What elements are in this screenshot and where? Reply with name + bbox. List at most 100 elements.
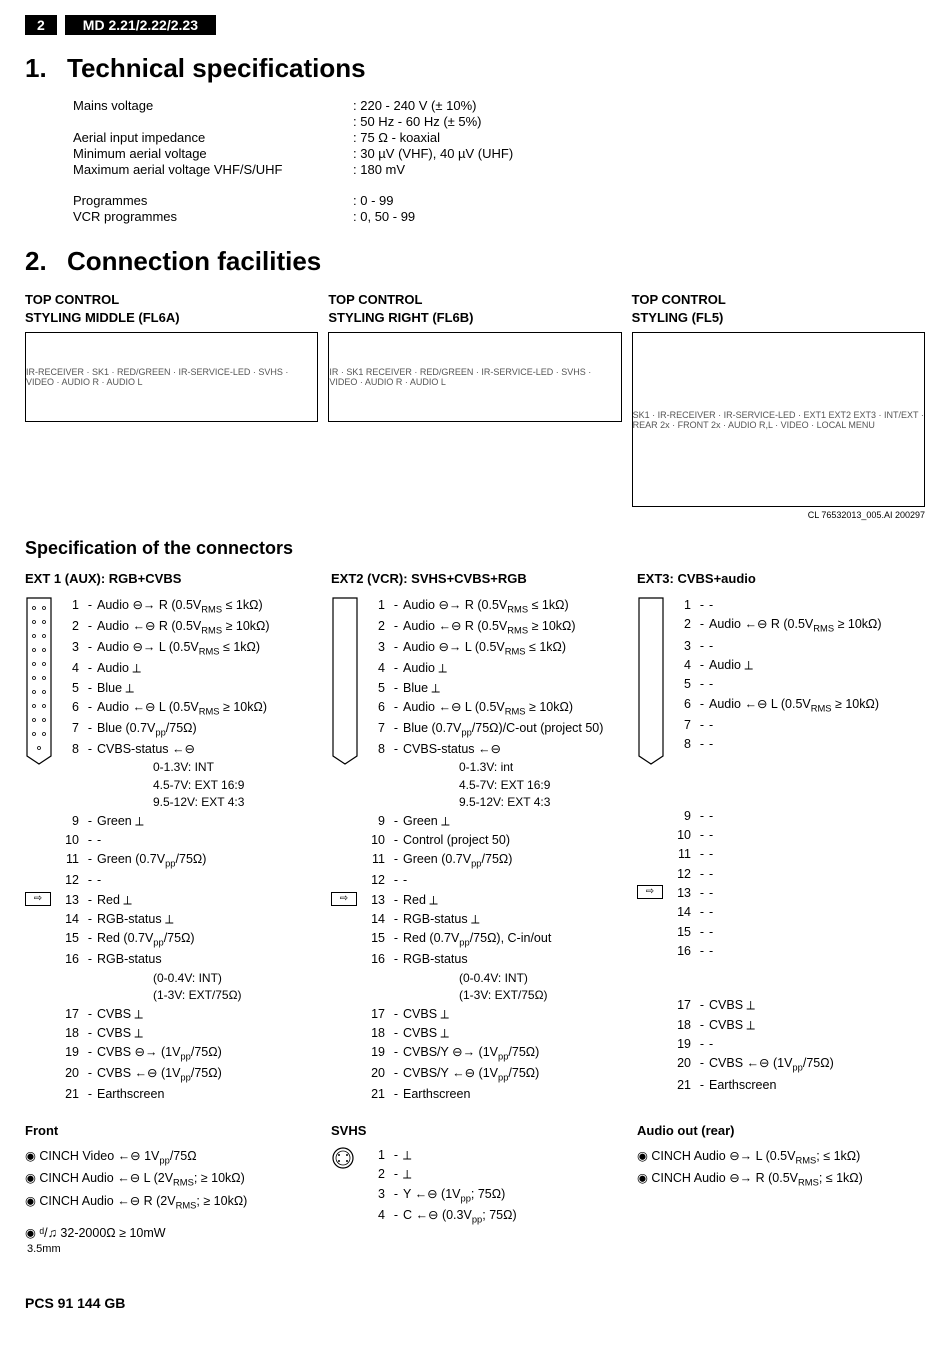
cinch-line: ◉ CINCH Audio ⊖→ R (0.5VRMS; ≤ 1kΩ) bbox=[637, 1168, 925, 1191]
pin-row: 9-- bbox=[671, 807, 882, 826]
pin-row: 3-Audio ⊖→ L (0.5VRMS ≤ 1kΩ) bbox=[365, 638, 603, 659]
pin-row: 7-Blue (0.7Vpp/75Ω) bbox=[59, 719, 270, 740]
pin-row: 18-CVBS ⟂ bbox=[365, 1024, 603, 1043]
pin-row: 11-Green (0.7Vpp/75Ω) bbox=[365, 850, 603, 871]
svhs-column: SVHS 1-⟂2-⟂3-Y ←⊖ (1Vpp; 75Ω)4-C ←⊖ (0.3… bbox=[331, 1123, 619, 1256]
pin-row: 19-- bbox=[671, 1035, 882, 1054]
pin-row: 17-CVBS ⟂ bbox=[365, 1005, 603, 1024]
pin-row: 21-Earthscreen bbox=[59, 1085, 270, 1104]
pin-row: 20-CVBS ←⊖ (1Vpp/75Ω) bbox=[671, 1054, 882, 1075]
pin-row: 8-CVBS-status ←⊖ bbox=[59, 740, 270, 759]
pin-row: 20-CVBS/Y ←⊖ (1Vpp/75Ω) bbox=[365, 1064, 603, 1085]
pin-row: 4-Audio ⟂ bbox=[365, 659, 603, 678]
ext3-head: EXT3: CVBS+audio bbox=[637, 571, 925, 586]
arrow-icon: ⇨ bbox=[331, 892, 357, 906]
spec-row: Mains voltage220 - 240 V (± 10%) bbox=[73, 98, 925, 113]
pin-row: 3-- bbox=[671, 637, 882, 656]
arrow-icon: ⇨ bbox=[637, 885, 663, 899]
pin-row: 18-CVBS ⟂ bbox=[59, 1024, 270, 1043]
pin-row: 2-⟂ bbox=[365, 1165, 517, 1184]
pin-row: 2-Audio ←⊖ R (0.5VRMS ≥ 10kΩ) bbox=[671, 615, 882, 636]
pin-row: 4-Audio ⟂ bbox=[671, 656, 882, 675]
cinch-line: ◉ CINCH Audio ⊖→ L (0.5VRMS; ≤ 1kΩ) bbox=[637, 1146, 925, 1169]
spec-row: Programmes0 - 99 bbox=[73, 193, 925, 208]
pin-row: 19-CVBS/Y ⊖→ (1Vpp/75Ω) bbox=[365, 1043, 603, 1064]
audio-out-column: Audio out (rear) ◉ CINCH Audio ⊖→ L (0.5… bbox=[637, 1123, 925, 1256]
ext3-pin-list: 1--2-Audio ←⊖ R (0.5VRMS ≥ 10kΩ)3--4-Aud… bbox=[671, 596, 882, 1095]
pin-row: 14-RGB-status ⟂ bbox=[365, 910, 603, 929]
pin-row: 17-CVBS ⟂ bbox=[671, 996, 882, 1015]
ext3-column: EXT3: CVBS+audio 1--2-Audio ←⊖ R (0.5VRM… bbox=[637, 571, 925, 1105]
spec-row: 50 Hz - 60 Hz (± 5%) bbox=[73, 114, 925, 129]
pin-row: 6-Audio ←⊖ L (0.5VRMS ≥ 10kΩ) bbox=[365, 698, 603, 719]
lower-connectors: Front ◉ CINCH Video ←⊖ 1Vpp/75Ω ◉ CINCH A… bbox=[25, 1123, 925, 1256]
cinch-line: ◉ CINCH Audio ←⊖ R (2VRMS; ≥ 10kΩ) bbox=[25, 1191, 313, 1214]
connection-diagrams: TOP CONTROLSTYLING MIDDLE (FL6A)IR-RECEI… bbox=[25, 291, 925, 520]
pin-row: 12-- bbox=[671, 865, 882, 884]
pin-row: 5-- bbox=[671, 675, 882, 694]
page-number-badge: 2 bbox=[25, 15, 57, 35]
pin-row: 4-C ←⊖ (0.3Vpp; 75Ω) bbox=[365, 1206, 517, 1227]
front-head: Front bbox=[25, 1123, 313, 1138]
spec-row: Minimum aerial voltage30 µV (VHF), 40 µV… bbox=[73, 146, 925, 161]
pin-row: 21-Earthscreen bbox=[671, 1076, 882, 1095]
diagram-panel: TOP CONTROLSTYLING (FL5)SK1 · IR-RECEIVE… bbox=[632, 291, 925, 520]
model-badge: MD 2.21/2.22/2.23 bbox=[65, 15, 216, 35]
pin-row: 2-Audio ←⊖ R (0.5VRMS ≥ 10kΩ) bbox=[365, 617, 603, 638]
pin-row: 10-- bbox=[671, 826, 882, 845]
cinch-line: ◉ CINCH Video ←⊖ 1Vpp/75Ω bbox=[25, 1146, 313, 1169]
front-column: Front ◉ CINCH Video ←⊖ 1Vpp/75Ω ◉ CINCH A… bbox=[25, 1123, 313, 1256]
tech-spec-table: Mains voltage220 - 240 V (± 10%)50 Hz - … bbox=[73, 98, 925, 224]
headphone-sub: 3.5mm bbox=[27, 1243, 313, 1255]
pin-row: 15-Red (0.7Vpp/75Ω), C-in/out bbox=[365, 929, 603, 950]
pin-row: ⇨13-- bbox=[671, 884, 882, 903]
spec-row: Maximum aerial voltage VHF/S/UHF180 mV bbox=[73, 162, 925, 177]
pin-row: 15-- bbox=[671, 923, 882, 942]
minidin-icon bbox=[331, 1146, 359, 1173]
pin-row: 19-CVBS ⊖→ (1Vpp/75Ω) bbox=[59, 1043, 270, 1064]
ext2-column: EXT2 (VCR): SVHS+CVBS+RGB 1-Audio ⊖→ R (… bbox=[331, 571, 619, 1105]
pin-row: ⇨13-Red ⟂ bbox=[59, 891, 270, 910]
pin-row: 16-- bbox=[671, 942, 882, 961]
pin-row: 18-CVBS ⟂ bbox=[671, 1016, 882, 1035]
spec-row: VCR programmes0, 50 - 99 bbox=[73, 209, 925, 224]
section-1-title: 1.Technical specifications bbox=[25, 53, 925, 84]
pin-row: 5-Blue ⟂ bbox=[59, 679, 270, 698]
pin-row: 6-Audio ←⊖ L (0.5VRMS ≥ 10kΩ) bbox=[671, 695, 882, 716]
pin-row: 14-- bbox=[671, 903, 882, 922]
pin-row: 16-RGB-status bbox=[59, 950, 270, 969]
page-header: 2 MD 2.21/2.22/2.23 bbox=[25, 15, 925, 35]
svhs-pin-list: 1-⟂2-⟂3-Y ←⊖ (1Vpp; 75Ω)4-C ←⊖ (0.3Vpp; … bbox=[365, 1146, 517, 1227]
section-2-title: 2.Connection facilities bbox=[25, 246, 925, 277]
pin-row: 5-Blue ⟂ bbox=[365, 679, 603, 698]
pin-row: 7-- bbox=[671, 716, 882, 735]
arrow-icon: ⇨ bbox=[25, 892, 51, 906]
ext2-head: EXT2 (VCR): SVHS+CVBS+RGB bbox=[331, 571, 619, 586]
diagram-panel: TOP CONTROLSTYLING RIGHT (FL6B)IR · SK1 … bbox=[328, 291, 621, 520]
pin-row: 15-Red (0.7Vpp/75Ω) bbox=[59, 929, 270, 950]
pin-row: 1-⟂ bbox=[365, 1146, 517, 1165]
pin-row: 1-Audio ⊖→ R (0.5VRMS ≤ 1kΩ) bbox=[59, 596, 270, 617]
pin-row: ⇨13-Red ⟂ bbox=[365, 891, 603, 910]
pin-row: 1-- bbox=[671, 596, 882, 615]
pin-row: 8-CVBS-status ←⊖ bbox=[365, 740, 603, 759]
pin-row: 12-- bbox=[365, 871, 603, 890]
pin-row: 3-Y ←⊖ (1Vpp; 75Ω) bbox=[365, 1185, 517, 1206]
pin-row: 10-Control (project 50) bbox=[365, 831, 603, 850]
pin-row: 16-RGB-status bbox=[365, 950, 603, 969]
ext2-pin-list: 1-Audio ⊖→ R (0.5VRMS ≤ 1kΩ)2-Audio ←⊖ R… bbox=[365, 596, 603, 1105]
diagram-panel: TOP CONTROLSTYLING MIDDLE (FL6A)IR-RECEI… bbox=[25, 291, 318, 520]
connectors-grid: EXT 1 (AUX): RGB+CVBS bbox=[25, 571, 925, 1105]
connectors-subtitle: Specification of the connectors bbox=[25, 538, 925, 559]
pin-row: 11-Green (0.7Vpp/75Ω) bbox=[59, 850, 270, 871]
pin-row: 3-Audio ⊖→ L (0.5VRMS ≤ 1kΩ) bbox=[59, 638, 270, 659]
pin-row: 6-Audio ←⊖ L (0.5VRMS ≥ 10kΩ) bbox=[59, 698, 270, 719]
pin-row: 21-Earthscreen bbox=[365, 1085, 603, 1104]
pin-row: 12-- bbox=[59, 871, 270, 890]
pin-row: 9-Green ⟂ bbox=[365, 812, 603, 831]
ext1-head: EXT 1 (AUX): RGB+CVBS bbox=[25, 571, 313, 586]
pin-row: 4-Audio ⟂ bbox=[59, 659, 270, 678]
footer-code: PCS 91 144 GB bbox=[25, 1295, 925, 1311]
pin-row: 14-RGB-status ⟂ bbox=[59, 910, 270, 929]
pin-row: 10-- bbox=[59, 831, 270, 850]
